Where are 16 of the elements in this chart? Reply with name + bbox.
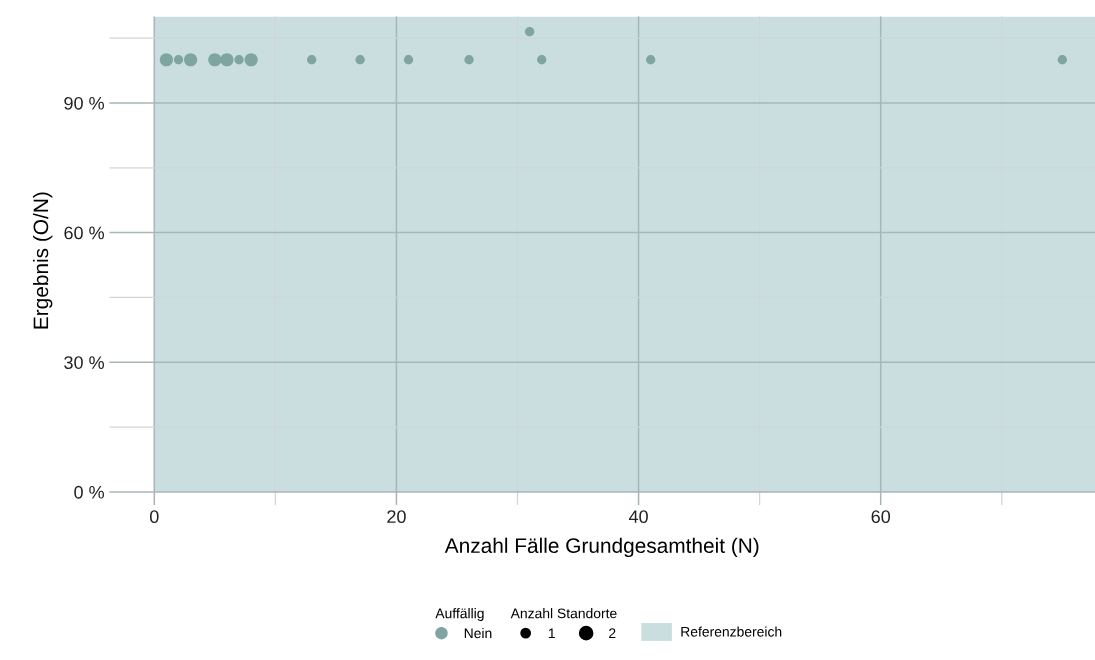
x-axis-title: Anzahl Fälle Grundgesamtheit (N)	[444, 537, 759, 558]
text: Anzahl Standorte	[510, 608, 617, 619]
legend-title: Auffällig	[435, 608, 484, 622]
y-tick-label: 0 %	[74, 485, 104, 499]
legend-label: 2	[609, 628, 616, 639]
legend-label: 1	[548, 628, 555, 639]
y-axis-title: Ergebnis (O/N)	[32, 192, 53, 329]
legend-label: Nein	[464, 627, 492, 639]
x-tick-label: 60	[871, 510, 891, 524]
x-tick-label: 40	[628, 510, 648, 524]
y-tick-label: 30 %	[64, 356, 104, 369]
y-tick-label: 90 %	[64, 96, 104, 110]
x-tick-label: 0	[149, 510, 159, 524]
y-tick-label: 60 %	[64, 226, 104, 240]
legend-label: Referenzbereich	[681, 626, 782, 637]
x-tick-label: 20	[387, 510, 406, 524]
